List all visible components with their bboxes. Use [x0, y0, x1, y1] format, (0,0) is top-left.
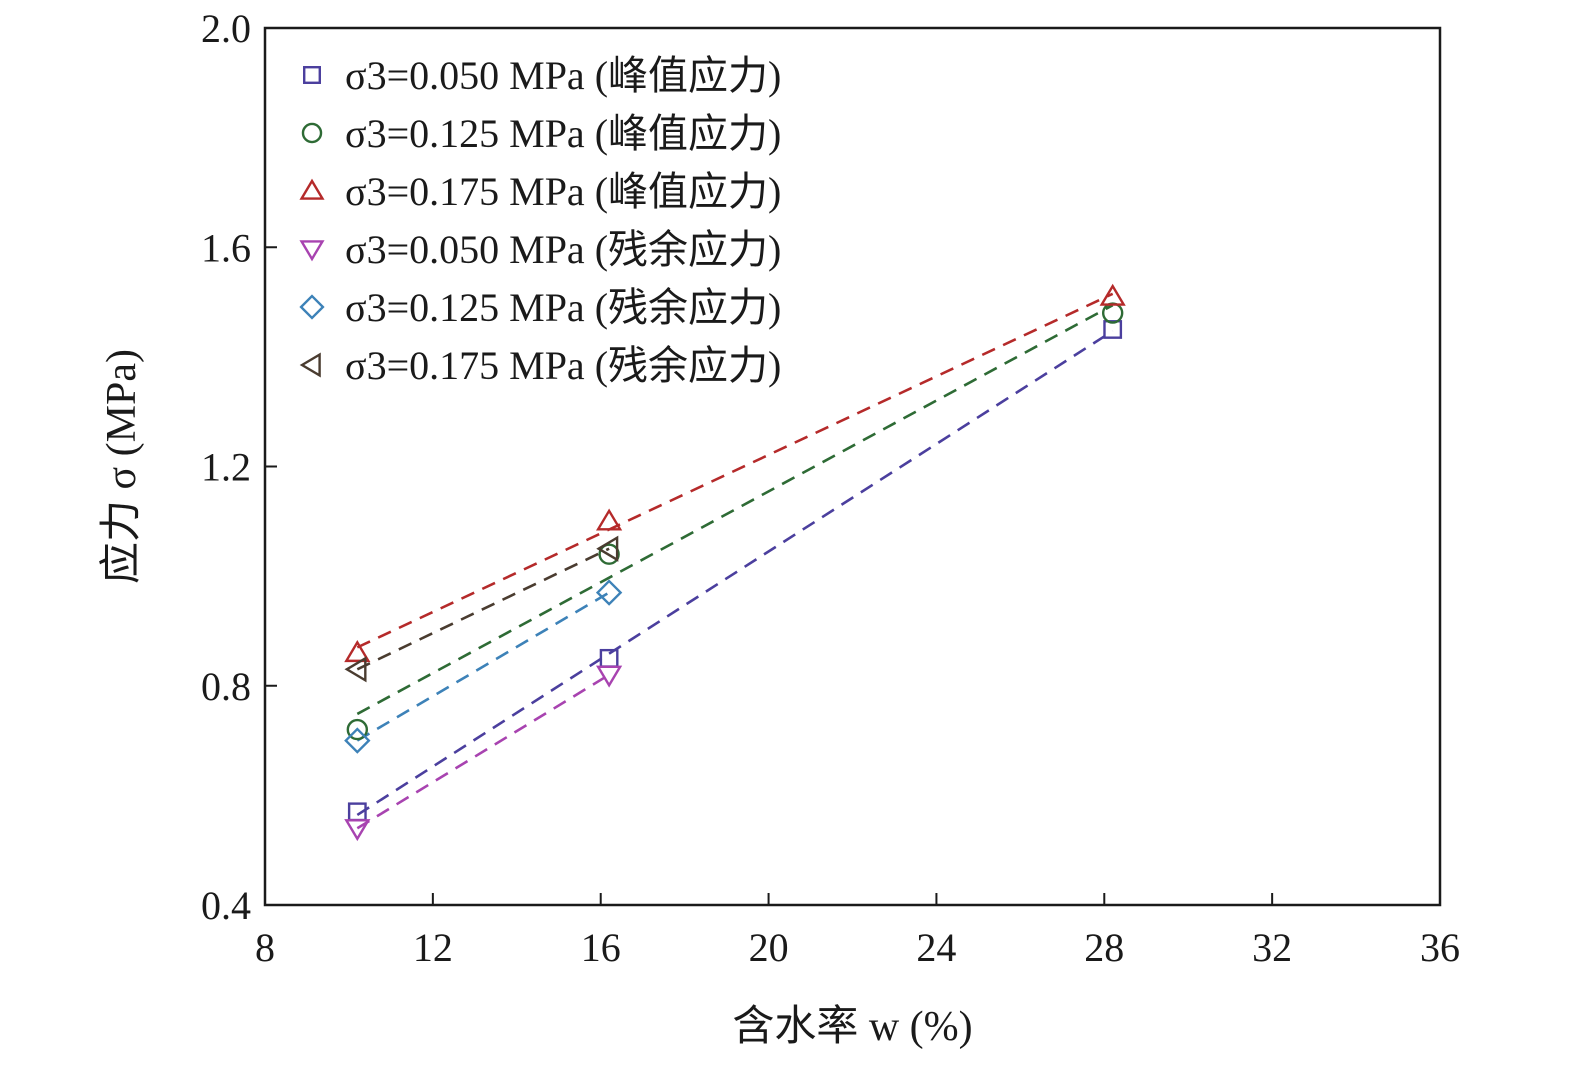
legend-marker	[299, 294, 325, 320]
data-point	[344, 640, 371, 663]
data-point	[346, 718, 369, 741]
legend-label: σ3=0.125 MPa (残余应力)	[345, 285, 781, 330]
x-tick-label: 32	[1252, 925, 1292, 970]
y-tick-label: 0.8	[201, 664, 251, 709]
legend-marker	[299, 178, 325, 200]
fit-line	[356, 673, 610, 830]
data-point	[595, 665, 623, 688]
data-point	[344, 727, 371, 754]
y-axis-title: 应力 σ (MPa)	[98, 349, 145, 584]
data-point	[344, 819, 371, 842]
data-point	[595, 508, 623, 531]
plot-frame	[263, 26, 1442, 907]
legend-label: σ3=0.175 MPa (残余应力)	[345, 343, 781, 388]
data-point	[1099, 283, 1126, 306]
legend-label: σ3=0.175 MPa (峰值应力)	[345, 169, 781, 214]
legend-marker	[301, 122, 323, 144]
legend-label: σ3=0.050 MPa (峰值应力)	[345, 53, 781, 98]
data-point	[596, 535, 619, 562]
data-point	[598, 543, 620, 565]
y-tick-label: 0.4	[201, 883, 251, 928]
fit-line	[356, 591, 610, 742]
data-point	[595, 579, 623, 606]
legend-marker	[299, 352, 321, 378]
data-point	[344, 656, 367, 683]
axes: 8 12 16 20 24 28 32 36 0.4 0.8 1.2 1.6 2.0	[201, 6, 1460, 970]
legend-marker	[299, 240, 325, 262]
x-tick-label: 28	[1084, 925, 1124, 970]
fit-line	[356, 304, 1114, 716]
x-tick-label: 24	[916, 925, 956, 970]
fit-line	[356, 292, 1114, 649]
legend: σ3=0.050 MPa (峰值应力) σ3=0.125 MPa (峰值应力) σ3…	[299, 53, 781, 388]
fit-line	[356, 329, 1114, 817]
x-tick-label: 20	[749, 925, 789, 970]
x-tick-label: 12	[413, 925, 453, 970]
legend-marker	[303, 66, 321, 84]
legend-label: σ3=0.050 MPa (残余应力)	[345, 227, 781, 272]
y-tick-label: 2.0	[201, 6, 251, 51]
x-tick-label: 16	[581, 925, 621, 970]
y-tick-label: 1.2	[201, 445, 251, 490]
fit-line	[356, 547, 610, 671]
data-points	[344, 283, 1126, 842]
x-tick-label: 36	[1420, 925, 1460, 970]
x-tick-label: 8	[255, 925, 275, 970]
y-tick-label: 1.6	[201, 225, 251, 270]
fit-lines	[356, 292, 1114, 830]
data-point	[1103, 320, 1123, 339]
x-axis-title: 含水率 w (%)	[732, 1003, 972, 1050]
legend-label: σ3=0.125 MPa (峰值应力)	[345, 111, 781, 156]
